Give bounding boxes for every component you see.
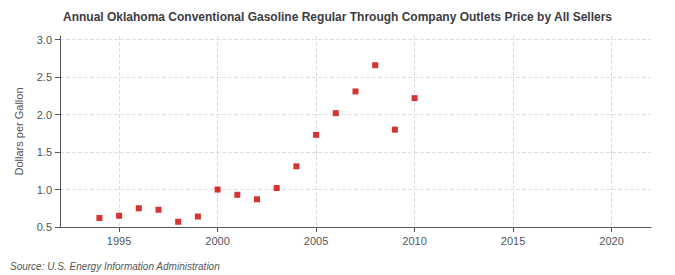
svg-text:2020: 2020 xyxy=(599,235,623,247)
svg-text:Annual Oklahoma Conventional G: Annual Oklahoma Conventional Gasoline Re… xyxy=(63,10,612,24)
svg-text:1.0: 1.0 xyxy=(37,184,52,196)
svg-text:2005: 2005 xyxy=(304,235,328,247)
svg-text:0.5: 0.5 xyxy=(37,221,52,233)
svg-text:2000: 2000 xyxy=(205,235,229,247)
svg-text:2.0: 2.0 xyxy=(37,109,52,121)
svg-text:1.5: 1.5 xyxy=(37,146,52,158)
svg-text:3.0: 3.0 xyxy=(37,34,52,46)
svg-text:2015: 2015 xyxy=(501,235,525,247)
svg-text:2.5: 2.5 xyxy=(37,71,52,83)
svg-text:Source: U.S. Energy Informatio: Source: U.S. Energy Information Administ… xyxy=(10,261,220,272)
svg-text:1995: 1995 xyxy=(107,235,131,247)
svg-text:2010: 2010 xyxy=(402,235,426,247)
svg-text:Dollars per Gallon: Dollars per Gallon xyxy=(13,87,25,175)
